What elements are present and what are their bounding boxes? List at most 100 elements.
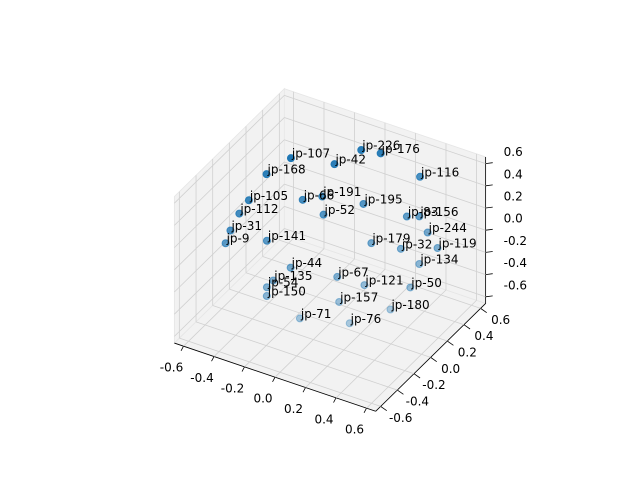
x-tick xyxy=(241,366,245,372)
z-tick-label: -0.6 xyxy=(504,278,527,292)
y-tick-label: 0.6 xyxy=(491,313,510,327)
y-tick xyxy=(413,373,421,379)
grid-line xyxy=(245,272,448,342)
point-label: jp-179 xyxy=(371,232,410,246)
point-label: jp-31 xyxy=(230,219,262,233)
point-label: jp-191 xyxy=(322,185,361,199)
x-tick-label: -0.2 xyxy=(221,381,244,395)
point xyxy=(360,281,369,290)
y-tick-label: 0.4 xyxy=(474,329,493,343)
point-label: jp-105 xyxy=(249,189,288,203)
grid-line xyxy=(174,228,285,337)
point-label: jp-76 xyxy=(350,312,382,326)
point xyxy=(319,210,328,219)
grid-line xyxy=(284,161,486,231)
point-label: jp-32 xyxy=(401,237,433,251)
y-tick-label: -0.4 xyxy=(406,395,429,409)
grid-line xyxy=(279,239,481,309)
x-tick-label: 0.2 xyxy=(284,402,303,416)
point-label: jp-42 xyxy=(334,153,366,167)
y-tick xyxy=(463,324,471,330)
point-label: jp-107 xyxy=(291,147,330,161)
point-label: jp-135 xyxy=(273,269,312,283)
point xyxy=(295,314,304,323)
z-tick xyxy=(485,162,493,164)
y-tick xyxy=(397,389,404,395)
z-tick-label: 0.2 xyxy=(504,190,523,204)
point-label: jp-9 xyxy=(226,232,250,246)
z-tick-label: 0.6 xyxy=(504,145,523,159)
point xyxy=(226,226,235,235)
point xyxy=(416,172,425,181)
grid-line xyxy=(174,95,285,204)
x-tick xyxy=(302,387,306,393)
point-label: jp-157 xyxy=(339,290,378,304)
y-tick-label: -0.6 xyxy=(389,411,412,425)
point-label: jp-119 xyxy=(437,237,476,251)
z-tick-label: 0.0 xyxy=(504,212,523,226)
point xyxy=(357,146,366,155)
point xyxy=(286,154,295,163)
y-tick xyxy=(430,357,437,362)
z-tick xyxy=(485,295,493,298)
z-tick xyxy=(485,273,493,275)
point xyxy=(262,292,271,301)
grid-line xyxy=(174,183,285,293)
point xyxy=(359,199,368,208)
grid-line xyxy=(174,206,285,315)
point xyxy=(286,263,295,272)
y-tick-label: -0.2 xyxy=(422,378,445,392)
point-label: jp-44 xyxy=(291,256,323,270)
point-label: jp-54 xyxy=(267,276,299,290)
x-tick-label: -0.4 xyxy=(190,371,213,385)
x-tick xyxy=(180,345,184,352)
grid-line xyxy=(284,117,486,187)
point xyxy=(433,244,442,253)
point-label: jp-83 xyxy=(407,205,439,219)
point xyxy=(298,195,307,204)
point-label: jp-180 xyxy=(390,298,429,312)
point-label: jp-112 xyxy=(239,202,278,216)
point xyxy=(221,239,230,248)
point-label: jp-150 xyxy=(267,285,306,299)
point xyxy=(376,149,385,158)
x-tick xyxy=(272,376,276,383)
point-label: jp-67 xyxy=(337,265,369,279)
point xyxy=(345,319,354,328)
grid-line xyxy=(284,183,486,253)
point-label: jp-176 xyxy=(381,142,420,156)
point-label: jp-71 xyxy=(300,307,332,321)
x-tick xyxy=(363,408,367,414)
z-tick xyxy=(485,251,493,253)
x-tick-label: 0.0 xyxy=(253,392,272,406)
grid-line xyxy=(179,337,381,407)
y-tick-label: 0.0 xyxy=(441,362,460,376)
grid-line xyxy=(195,321,398,391)
x-tick-label: 0.6 xyxy=(345,423,364,437)
grid-line xyxy=(229,288,431,358)
point-label: jp-226 xyxy=(361,139,400,153)
point xyxy=(386,305,395,314)
point xyxy=(262,283,271,292)
point xyxy=(333,272,342,281)
y-tick xyxy=(447,340,454,346)
grid-line xyxy=(262,256,465,326)
z-tick xyxy=(485,228,493,231)
point-label: jp-195 xyxy=(363,192,402,206)
point xyxy=(423,228,432,237)
point xyxy=(262,236,271,245)
z-tick-label: 0.4 xyxy=(504,167,523,181)
point-label: jp-66 xyxy=(303,188,335,202)
point xyxy=(235,209,244,218)
grid-line xyxy=(174,161,285,271)
point xyxy=(406,283,415,292)
x-tick-label: -0.6 xyxy=(160,361,183,375)
grid-line xyxy=(284,139,486,209)
point-label: jp-52 xyxy=(324,203,356,217)
point xyxy=(330,160,339,169)
point xyxy=(415,212,424,221)
point-label: jp-116 xyxy=(420,165,459,179)
grid-line xyxy=(284,228,486,298)
point-label: jp-121 xyxy=(364,274,403,288)
